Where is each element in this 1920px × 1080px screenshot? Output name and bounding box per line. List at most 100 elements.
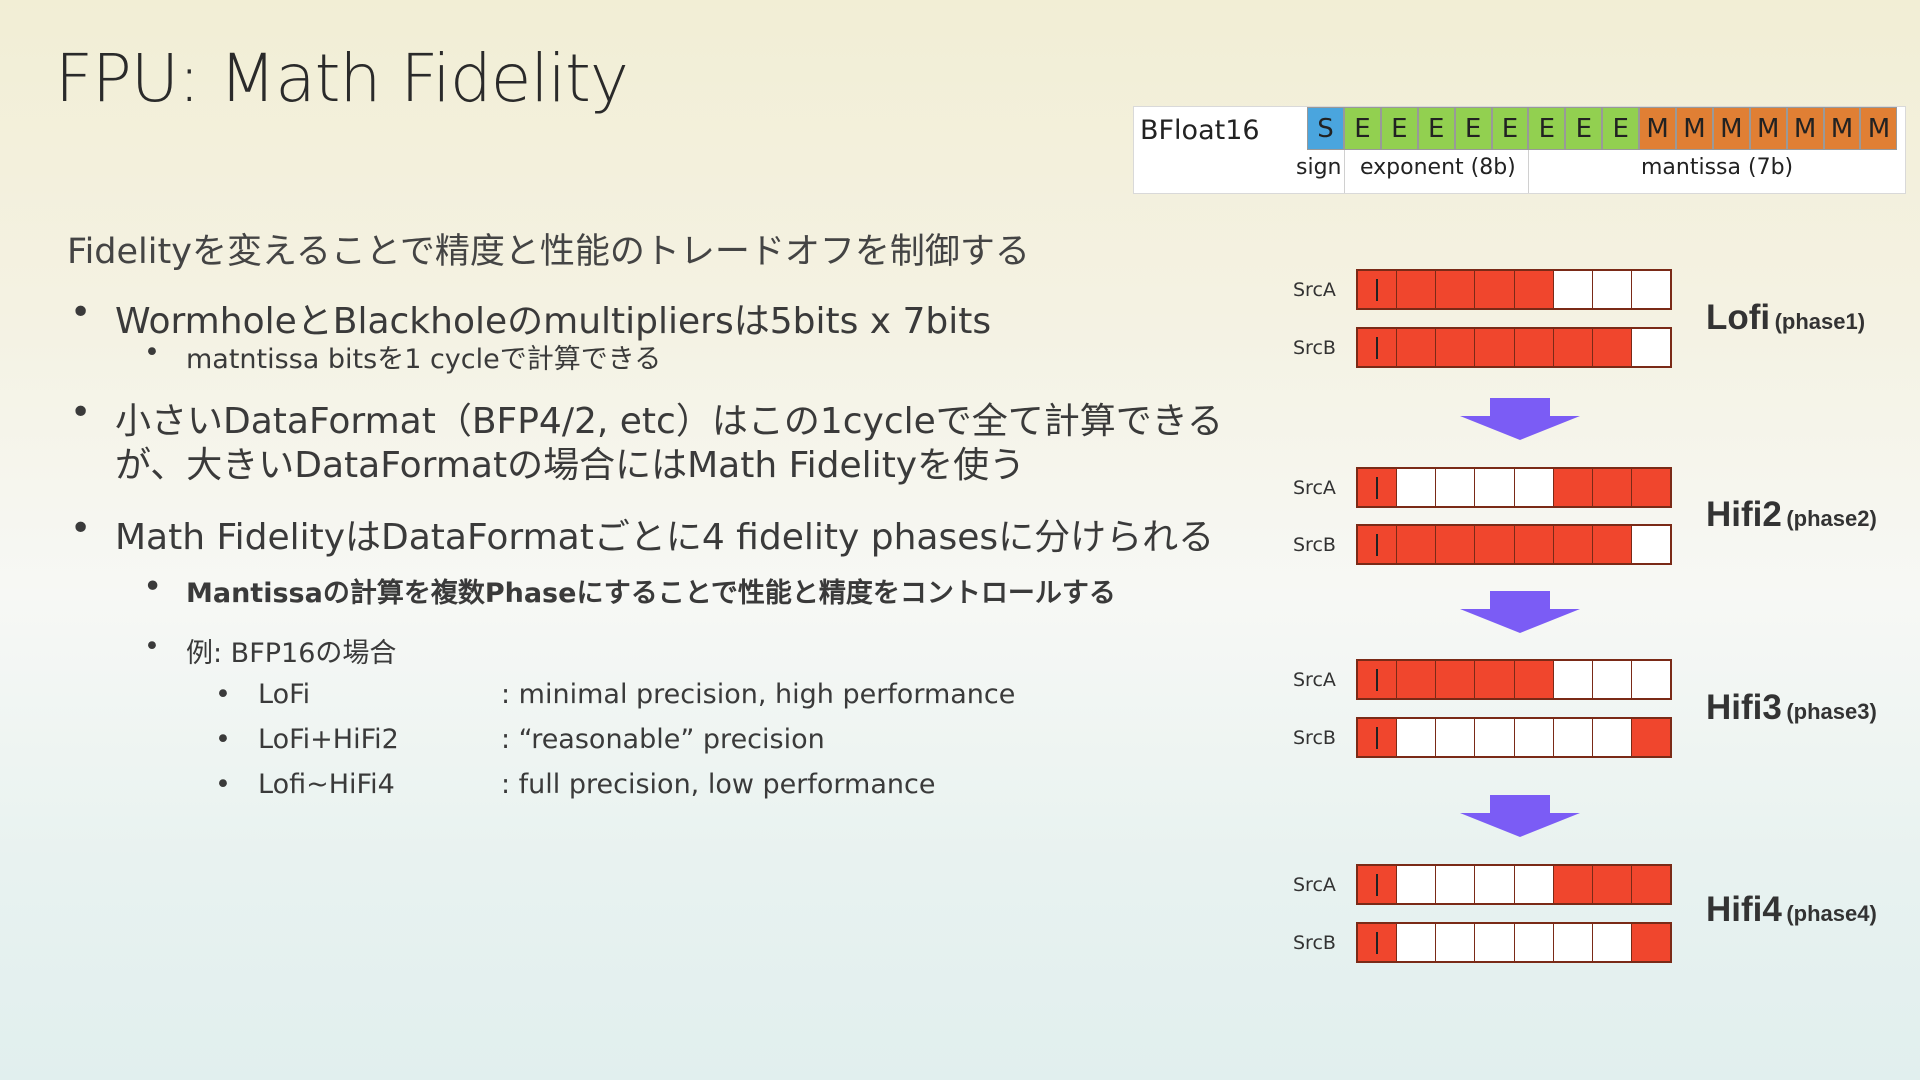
bit-inactive [1475,924,1515,961]
bullet-dot: • [70,392,92,433]
implicit-bit-marker [1376,534,1379,556]
example-name: LoFi [258,679,311,710]
example-name: Lofi~HiFi4 [258,769,395,800]
phase-sub: (phase2) [1786,506,1877,531]
phase-sub: (phase3) [1786,699,1877,724]
phase-sub: (phase4) [1786,901,1877,926]
example-desc: : minimal precision, high performance [501,679,1016,710]
implicit-bit-marker [1376,874,1379,896]
srcb-bits [1356,717,1672,758]
example-lofi-hifi2: • LoFi+HiFi2 : “reasonable” precision [215,724,825,755]
bit-cell: E [1491,107,1529,150]
bit-cell: E [1565,107,1603,150]
example-desc: : full precision, low performance [501,769,936,800]
bit-inactive [1397,924,1437,961]
bit-active [1514,661,1554,698]
bit-inactive [1436,719,1476,756]
bit-cell: M [1676,107,1713,150]
bullet-example: • 例: BFP16の場合 [144,631,397,670]
bit-cell: E [1344,107,1381,150]
phase-title: Hifi2 (phase2) [1706,495,1877,535]
bit-active [1514,329,1554,366]
bit-cell: E [1602,107,1640,150]
bit-inactive [1514,469,1554,506]
bit-inactive [1436,866,1476,903]
bit-active [1553,866,1593,903]
bullet-dot: • [215,679,231,710]
bit-active [1631,469,1670,506]
bit-active [1553,329,1593,366]
bit-inactive [1397,719,1437,756]
bit-cell: M [1786,107,1824,150]
phase-name: Hifi4 [1706,890,1782,929]
bit-active [1592,469,1632,506]
bit-cell: E [1417,107,1455,150]
bit-active [1397,329,1437,366]
bullet-text: Mantissaの計算を複数Phaseにすることで性能と精度をコントロールする [186,578,1116,609]
srca-label: SrcA [1293,874,1336,896]
bit-active [1631,719,1670,756]
phase-title: Hifi4 (phase4) [1706,890,1877,930]
bit-active [1397,526,1437,563]
bit-inactive [1553,924,1593,961]
mantissa-label: mantissa (7b) [1641,155,1794,180]
divider [1344,150,1345,193]
srca-bits [1356,659,1672,700]
bit-active [1592,866,1632,903]
phase-name: Hifi3 [1706,688,1782,727]
bit-cell: E [1528,107,1566,150]
bit-inactive [1631,329,1670,366]
divider [1528,150,1529,193]
bullet-dot: • [144,631,160,662]
bit-inactive [1553,661,1593,698]
bit-active [1475,661,1515,698]
bit-cell: M [1749,107,1787,150]
bit-active [1475,329,1515,366]
bullet-text: 小さいDataFormat（BFP4/2, etc）はこの1cycleで全て計算… [115,401,1224,442]
bullet-multipliers: • WormholeとBlackholeのmultipliersは5bits x… [70,292,991,344]
bit-active [1358,526,1398,563]
bit-cell: E [1380,107,1418,150]
bit-active [1397,271,1437,308]
srcb-label: SrcB [1293,337,1336,359]
bit-active [1514,526,1554,563]
bit-active [1475,526,1515,563]
down-arrow-icon [1460,398,1580,440]
bit-cell: M [1639,107,1677,150]
bfloat16-label: BFloat16 [1140,115,1260,146]
bit-cell: M [1860,107,1898,150]
srcb-label: SrcB [1293,534,1336,556]
bit-inactive [1592,661,1632,698]
bullet-text: Math FidelityはDataFormatごとに4 fidelity ph… [115,517,1215,558]
implicit-bit-marker [1376,279,1379,301]
lead-text: Fidelityを変えることで精度と性能のトレードオフを制御する [67,232,1030,272]
bit-inactive [1592,924,1632,961]
srca-label: SrcA [1293,477,1336,499]
srcb-label: SrcB [1293,932,1336,954]
srcb-bits [1356,327,1672,368]
bit-active [1358,866,1398,903]
srca-bits [1356,269,1672,310]
bit-inactive [1397,469,1437,506]
bullet-text: が、大きいDataFormatの場合にはMath Fidelityを使う [115,445,1026,486]
bullet-text: 例: BFP16の場合 [186,638,397,669]
bit-inactive [1553,271,1593,308]
bit-inactive [1475,866,1515,903]
srca-bits [1356,467,1672,508]
bit-active [1475,271,1515,308]
phase-title: Hifi3 (phase3) [1706,688,1877,728]
bit-inactive [1475,719,1515,756]
bit-active [1514,271,1554,308]
phase-sub: (phase1) [1774,309,1866,334]
down-arrow-icon [1460,795,1580,837]
implicit-bit-marker [1376,477,1379,499]
bit-inactive [1514,719,1554,756]
bit-inactive [1475,469,1515,506]
phase-name: Lofi [1706,298,1771,337]
bit-active [1631,924,1670,961]
slide-title: FPU: Math Fidelity [55,40,629,117]
example-desc: : “reasonable” precision [501,724,825,755]
bullet-dot: • [144,337,160,368]
srcb-bits [1356,922,1672,963]
